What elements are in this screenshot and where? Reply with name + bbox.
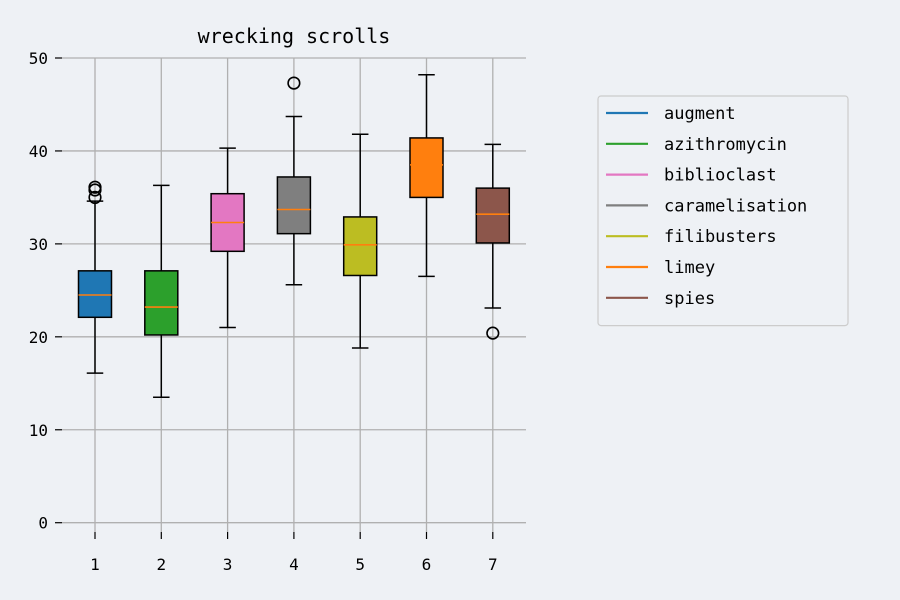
x-tick-label: 5 (355, 555, 365, 574)
x-tick-label: 4 (289, 555, 299, 574)
legend-item-limey: limey (606, 258, 715, 278)
box-augment (77, 180, 113, 374)
outlier-point (88, 190, 102, 205)
legend-item-biblioclast: biblioclast (606, 166, 777, 186)
legend-label: biblioclast (664, 166, 777, 186)
y-tick-label: 10 (29, 421, 48, 440)
box-iqr (342, 216, 378, 277)
outlier-point (287, 76, 301, 90)
box-iqr (77, 270, 113, 319)
legend: augment azithromycin biblioclast caramelisa… (597, 95, 849, 327)
legend-label: caramelisation (664, 196, 807, 216)
legend-item-caramelisation: caramelisation (606, 196, 807, 216)
legend-item-spies: spies (606, 289, 715, 309)
axes: 0 10 20 30 40 50 1 2 3 4 5 6 7 (29, 49, 498, 574)
x-tick-label: 3 (223, 555, 233, 574)
legend-item-filibusters: filibusters (606, 227, 777, 247)
x-tick-label: 2 (156, 555, 166, 574)
chart-title: wrecking scrolls (198, 24, 391, 48)
outlier-point (486, 326, 500, 340)
box-caramelisation (276, 76, 312, 286)
box-iqr (276, 176, 312, 235)
box-iqr (409, 137, 444, 199)
legend-item-augment: augment (606, 104, 736, 124)
y-tick-label: 20 (29, 328, 48, 347)
box-iqr (144, 270, 179, 336)
legend-frame (597, 95, 849, 327)
outlier-point (88, 180, 102, 194)
box-azithromycin (144, 184, 179, 398)
box-biblioclast (210, 147, 245, 329)
box-spies (475, 143, 511, 340)
box-filibusters (342, 133, 378, 349)
x-tick-label: 6 (422, 555, 432, 574)
y-tick-label: 30 (29, 235, 48, 254)
box-iqr (475, 187, 511, 244)
x-tick-label: 7 (488, 555, 498, 574)
box-series (77, 73, 511, 398)
x-tick-label: 1 (90, 555, 100, 574)
y-tick-label: 50 (29, 49, 48, 68)
y-tick-label: 40 (29, 142, 48, 161)
legend-label: azithromycin (664, 135, 787, 155)
legend-label: limey (664, 258, 715, 278)
legend-label: augment (664, 104, 736, 124)
legend-label: filibusters (664, 227, 777, 247)
legend-item-azithromycin: azithromycin (606, 135, 787, 155)
y-tick-label: 0 (38, 514, 48, 533)
box-limey (409, 73, 444, 278)
legend-label: spies (664, 289, 715, 309)
